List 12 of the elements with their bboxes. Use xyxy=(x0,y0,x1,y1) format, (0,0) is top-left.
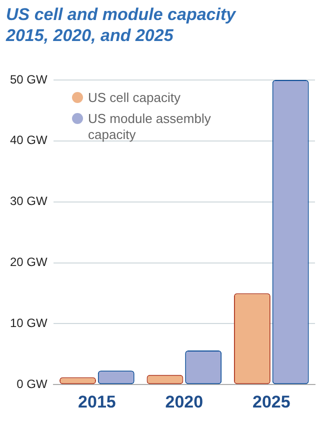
y-tick-label: 50 GW xyxy=(10,72,48,86)
y-tick-label: 10 GW xyxy=(10,316,48,330)
chart-title: US cell and module capacity 2015, 2020, and 2025 xyxy=(6,4,238,46)
y-tick-label: 30 GW xyxy=(10,194,48,208)
legend-label: US module assembly capacity xyxy=(88,111,212,143)
y-tick-label: 20 GW xyxy=(10,255,48,270)
x-tick-label: 2020 xyxy=(165,392,204,412)
x-tick-label: 2015 xyxy=(78,392,116,412)
x-tick-label: 2025 xyxy=(252,392,290,412)
y-tick-label: 40 GW xyxy=(10,133,48,148)
legend-label: US cell capacity xyxy=(88,90,180,106)
y-tick-label: 0 GW xyxy=(16,376,48,391)
